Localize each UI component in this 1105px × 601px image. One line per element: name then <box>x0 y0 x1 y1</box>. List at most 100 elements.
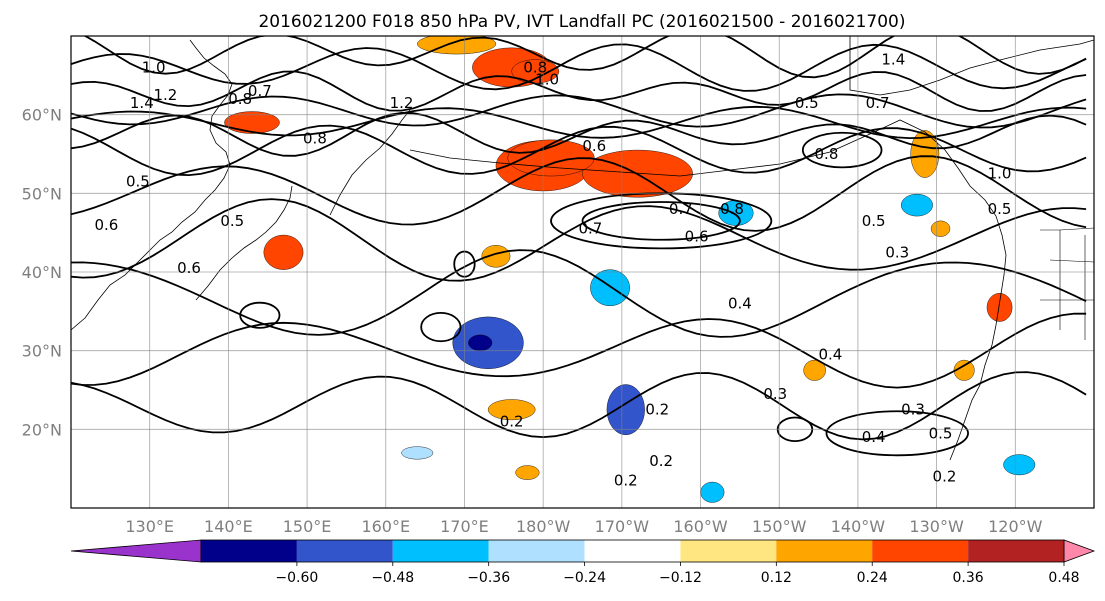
pv-contour-loop <box>239 301 281 329</box>
pv-contour-loop <box>581 201 741 241</box>
contour-label: 0.7 <box>866 94 890 112</box>
colorbar-segment <box>872 540 969 562</box>
graticule <box>71 36 1094 508</box>
lon-tick-label: 140°W <box>831 517 886 536</box>
colorbar-tick-label: 0.12 <box>761 570 792 586</box>
contour-label: 1.0 <box>142 58 166 76</box>
pv-anomaly-region <box>700 481 725 503</box>
contour-label: 0.6 <box>94 216 118 234</box>
pv-anomaly-region <box>606 384 645 436</box>
kamchatka-coastline <box>329 109 411 216</box>
lon-tick-label: 160°W <box>673 517 728 536</box>
contour-label: 0.5 <box>795 94 819 112</box>
pv-anomaly-region <box>901 193 933 217</box>
contour-label: 0.3 <box>763 385 787 403</box>
lat-tick-label: 50°N <box>22 184 62 203</box>
pv-contour-line <box>71 124 1087 177</box>
pv-anomaly-region <box>487 399 536 421</box>
colorbar-tick-label: 0.24 <box>857 570 888 586</box>
contour-label: 0.4 <box>862 428 886 446</box>
pv-contour-line <box>71 312 1087 389</box>
colorbar-tick-label: −0.60 <box>275 570 318 586</box>
latitude-tick-labels: 20°N 30°N 40°N 50°N 60°N <box>22 106 62 440</box>
lon-tick-label: 150°E <box>283 517 332 536</box>
colorbar-segment <box>296 540 393 562</box>
pv-anomaly-region <box>515 465 540 480</box>
lon-tick-label: 140°E <box>204 517 253 536</box>
contour-label: 0.2 <box>645 401 669 419</box>
contour-label: 0.4 <box>728 294 752 312</box>
contour-label: 0.8 <box>228 90 252 108</box>
pv-contour-line <box>71 93 1087 129</box>
colorbar-tick-label: −0.24 <box>563 570 606 586</box>
contour-label: 0.2 <box>614 471 638 489</box>
colorbar-tick-label: −0.12 <box>659 570 702 586</box>
pv-contour-loop <box>825 410 969 457</box>
pv-contour-line <box>83 36 1087 79</box>
contour-label: 0.2 <box>649 452 673 470</box>
contour-label: 0.8 <box>720 200 744 218</box>
contour-label: 0.6 <box>685 228 709 246</box>
colorbar-frame <box>200 539 1065 563</box>
contour-label: 0.2 <box>500 412 524 430</box>
lat-tick-label: 30°N <box>22 342 62 361</box>
contour-label: 0.6 <box>177 259 201 277</box>
lon-tick-label: 130°E <box>125 517 174 536</box>
pv-contour-line <box>71 105 1087 140</box>
contour-label: 0.8 <box>815 145 839 163</box>
pv-anomaly-region <box>986 293 1013 322</box>
colorbar-extend-high <box>1063 539 1096 563</box>
colorbar-tick-label: −0.36 <box>467 570 510 586</box>
us-state-borders <box>1040 230 1094 340</box>
lat-tick-label: 40°N <box>22 263 62 282</box>
colorbar-segment <box>680 540 777 562</box>
contour-label: 0.5 <box>126 173 150 191</box>
colorbar-extend-low <box>70 539 202 563</box>
pv-anomaly-region <box>401 446 434 460</box>
contour-label: 0.7 <box>248 82 272 100</box>
map-frame <box>70 35 1095 509</box>
east-asia-coastline <box>71 39 233 331</box>
contour-label: 1.0 <box>535 70 559 88</box>
lon-tick-label: 120°W <box>988 517 1043 536</box>
lon-tick-label: 170°E <box>440 517 489 536</box>
contour-label: 0.3 <box>901 401 925 419</box>
pv-contour-line <box>71 111 1087 157</box>
pv-anomaly-region <box>481 245 511 268</box>
lon-tick-label: 130°W <box>909 517 964 536</box>
aleutian-coastline <box>409 119 1007 461</box>
colorbar-segment <box>392 540 489 562</box>
colorbar-tick-label: 0.36 <box>953 570 984 586</box>
contour-label: 0.5 <box>929 424 953 442</box>
pv-anomaly-region <box>803 359 826 381</box>
pv-anomaly-region <box>1003 454 1036 476</box>
contour-label: 0.5 <box>988 200 1012 218</box>
pv-contour-line <box>71 198 1087 282</box>
contour-label: 0.7 <box>578 220 602 238</box>
colorbar-segment <box>584 540 681 562</box>
japan-coastline <box>195 185 293 301</box>
contour-label: 0.2 <box>933 468 957 486</box>
pv-anomaly-region <box>507 139 595 177</box>
pv-anomaly-region <box>468 334 493 351</box>
contour-label: 1.4 <box>881 51 905 69</box>
longitude-tick-labels: 130°E 140°E 150°E 160°E 170°E 180°W 170°W 160°W… <box>125 517 1042 536</box>
colorbar-segment <box>201 540 297 562</box>
contour-label: 1.2 <box>390 94 414 112</box>
colorbar-segment <box>776 540 873 562</box>
lon-tick-label: 170°W <box>595 517 650 536</box>
pv-anomaly-region <box>590 269 630 307</box>
figure-title: 2016021200 F018 850 hPa PV, IVT Landfall… <box>258 12 905 32</box>
colorbar-tick-label: 0.48 <box>1048 570 1079 586</box>
pv-anomaly-region <box>930 220 951 237</box>
colorbar-tick-label: −0.48 <box>371 570 414 586</box>
contour-label: 0.6 <box>582 137 606 155</box>
contour-label: 1.4 <box>130 94 154 112</box>
pv-contour-line <box>71 155 1087 232</box>
lat-tick-label: 20°N <box>22 420 62 439</box>
contour-label: 0.5 <box>220 212 244 230</box>
pv-anomaly-region <box>224 111 280 134</box>
pv-contour-line <box>71 43 1087 92</box>
colorbar-segment <box>968 540 1064 562</box>
